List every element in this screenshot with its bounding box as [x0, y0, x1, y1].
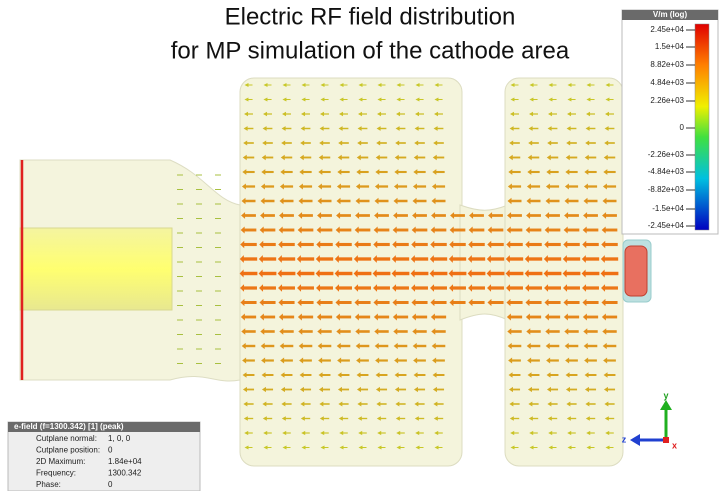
legend-tick-label: -2.45e+04 — [648, 221, 685, 230]
legend-tick-label: 2.45e+04 — [650, 25, 684, 34]
axis-label: y — [663, 390, 668, 400]
info-value: 1300.342 — [108, 469, 142, 478]
info-header: e-field (f=1300.342) [1] (peak) — [14, 422, 124, 431]
legend: V/m (log) 2.45e+04 1.5e+04 8.82e+03 4.84e+0… — [622, 10, 718, 234]
axis-label: x — [672, 440, 677, 450]
legend-tick-label: 4.84e+03 — [650, 78, 684, 87]
legend-tick-label: -8.82e+03 — [648, 185, 685, 194]
title-line: Electric RF field distribution — [225, 3, 516, 30]
legend-tick-label: 8.82e+03 — [650, 60, 684, 69]
title-line: for MP simulation of the cathode area — [171, 37, 570, 64]
info-label: Cutplane position: — [36, 446, 100, 455]
legend-tick-label: 2.26e+03 — [650, 96, 684, 105]
legend-title: V/m (log) — [653, 10, 688, 19]
info-label: Cutplane normal: — [36, 434, 97, 443]
info-label: Frequency: — [36, 469, 76, 478]
info-value: 0 — [108, 446, 113, 455]
legend-tick-label: -1.5e+04 — [652, 204, 684, 213]
legend-tick-label: 1.5e+04 — [655, 42, 685, 51]
axis-label: z — [622, 434, 627, 444]
info-value: 0 — [108, 480, 113, 489]
legend-tick-label: -2.26e+03 — [648, 150, 685, 159]
legend-tick-label: 0 — [680, 123, 685, 132]
info-label: 2D Maximum: — [36, 457, 85, 466]
screenshot: Electric RF field distribution for MP si… — [0, 0, 725, 491]
info-panel: e-field (f=1300.342) [1] (peak) Cutplane… — [8, 422, 200, 491]
legend-tick-label: -4.84e+03 — [648, 167, 685, 176]
info-value: 1.84e+04 — [108, 457, 142, 466]
info-value: 1, 0, 0 — [108, 434, 131, 443]
info-label: Phase: — [36, 480, 61, 489]
axis-triad: y z x — [622, 390, 677, 450]
